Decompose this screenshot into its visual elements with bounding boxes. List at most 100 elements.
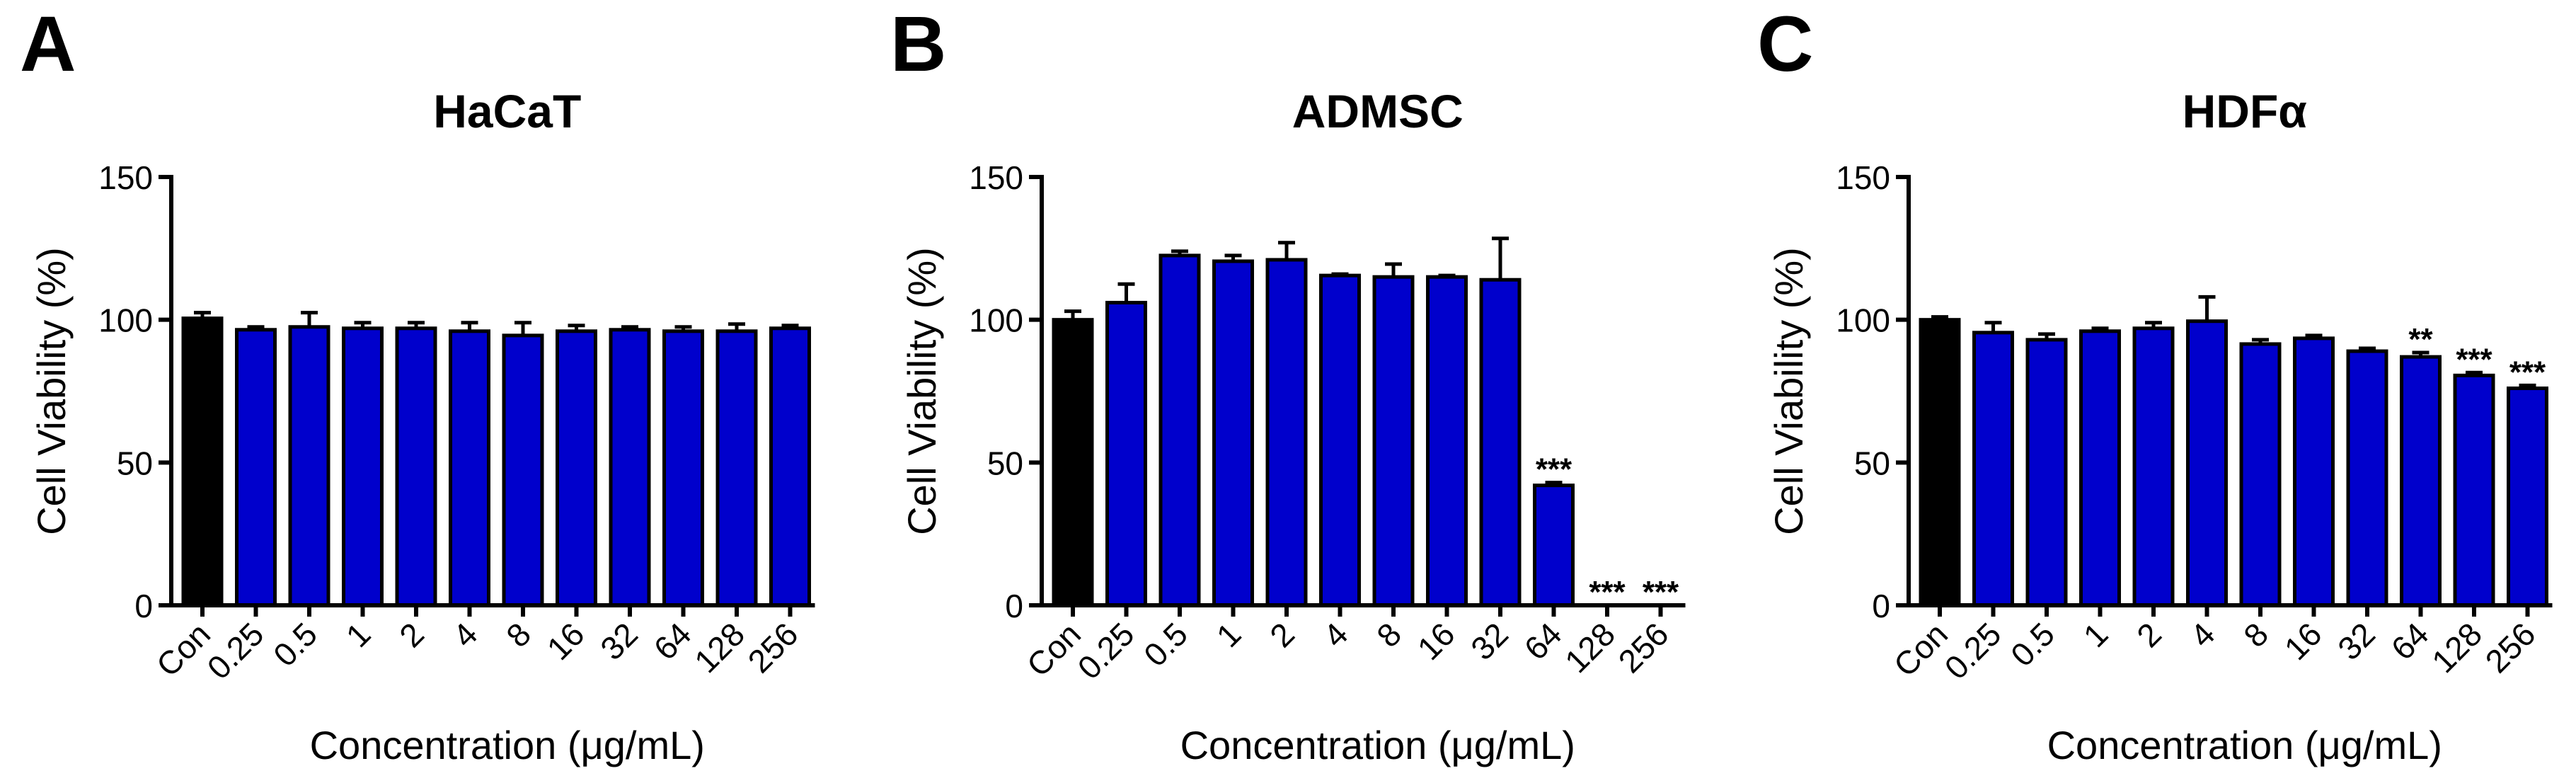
x-axis-label: Concentration (μg/mL)	[310, 723, 705, 767]
y-tick-label: 100	[98, 302, 153, 339]
x-tick-label: 1	[339, 615, 378, 654]
x-tick-label: 1	[1209, 615, 1248, 654]
significance-label: ***	[1536, 452, 1572, 487]
y-tick-label: 100	[969, 302, 1023, 339]
bar-0.5	[1158, 253, 1201, 607]
significance-label: **	[2408, 322, 2433, 357]
bar-256	[2507, 386, 2548, 607]
x-tick-label: 0.5	[2003, 615, 2062, 673]
x-tick-label: 32	[1464, 615, 1515, 667]
bar-64	[1533, 484, 1575, 607]
bar-32	[2346, 349, 2388, 607]
chart-title: ADMSC	[1292, 85, 1464, 137]
y-tick-label: 0	[1872, 588, 1890, 624]
bar-0.25	[1105, 300, 1147, 607]
bar-0.5	[288, 325, 330, 607]
x-tick-label: 64	[647, 615, 698, 667]
x-tick-label: 16	[540, 615, 592, 667]
x-tick-label: 0.25	[1070, 615, 1141, 686]
x-axis-label: Concentration (μg/mL)	[2047, 723, 2442, 767]
x-tick-label: 8	[499, 615, 538, 654]
bar-16	[1426, 275, 1468, 607]
panel-b: B ADMSC Cell Viability (%) Concentration (μ…	[890, 1, 1686, 767]
y-tick-label: 0	[1005, 588, 1023, 624]
bar-0.25	[1972, 331, 2014, 607]
bar-1	[342, 326, 384, 607]
x-tick-label: 4	[2183, 615, 2222, 654]
x-tick-label: 256	[2478, 615, 2543, 680]
bar-2	[395, 326, 437, 607]
bar-0.5	[2025, 338, 2068, 607]
x-tick-label: 128	[687, 615, 752, 680]
bar-64	[662, 329, 704, 607]
bar-16	[2293, 336, 2335, 607]
x-tick-label: 0.5	[1137, 615, 1195, 673]
bar-32	[1479, 278, 1522, 607]
x-tick-label: 32	[593, 615, 645, 667]
x-tick-label: Con	[1020, 615, 1088, 683]
x-axis-label: Concentration (μg/mL)	[1180, 723, 1575, 767]
y-tick-label: 100	[1836, 302, 1890, 339]
panel-letter: C	[1757, 1, 1813, 88]
bar-256	[769, 326, 811, 607]
x-tick-label: 16	[2277, 615, 2329, 667]
panel-letter: A	[20, 1, 76, 88]
y-axis-label: Cell Viability (%)	[1766, 247, 1811, 535]
bar-1	[1212, 259, 1254, 607]
x-tick-label: 64	[1517, 615, 1569, 667]
x-tick-label: 256	[1611, 615, 1676, 680]
x-tick-label: Con	[1887, 615, 1955, 683]
x-tick-label: 0.25	[200, 615, 270, 686]
y-axis-label: Cell Viability (%)	[29, 247, 74, 535]
bar-128	[2453, 373, 2495, 607]
panel-c: C HDFα Cell Viability (%) Concentration (μg…	[1757, 1, 2553, 767]
bar-Con	[181, 316, 224, 607]
x-tick-label: 2	[1263, 615, 1301, 654]
x-tick-label: 0.5	[266, 615, 324, 673]
x-tick-label: Con	[149, 615, 217, 683]
bar-0.25	[235, 328, 277, 607]
x-tick-label: 8	[1369, 615, 1408, 654]
y-tick-label: 50	[1854, 445, 1890, 481]
x-tick-label: 4	[446, 615, 485, 654]
bar-2	[2132, 326, 2175, 607]
y-tick-label: 50	[117, 445, 153, 481]
x-tick-label: 256	[741, 615, 805, 680]
chart-title: HaCaT	[433, 85, 581, 137]
x-tick-label: 0.25	[1937, 615, 2008, 686]
chart-title: HDFα	[2183, 85, 2307, 137]
bar-4	[2186, 319, 2228, 607]
bar-128	[715, 329, 758, 607]
x-tick-label: 128	[2425, 615, 2489, 680]
x-tick-label: 2	[392, 615, 431, 654]
y-tick-label: 150	[1836, 159, 1890, 196]
x-tick-label: 16	[1410, 615, 1462, 667]
bar-Con	[1919, 318, 1961, 607]
x-tick-label: 8	[2236, 615, 2275, 654]
bar-8	[2239, 342, 2282, 607]
significance-label: ***	[2456, 342, 2492, 377]
y-tick-label: 150	[98, 159, 153, 196]
y-tick-label: 50	[987, 445, 1023, 481]
bar-64	[2400, 355, 2442, 607]
bar-4	[449, 329, 490, 607]
bar-8	[502, 333, 544, 607]
bar-16	[556, 329, 597, 607]
bar-4	[1319, 273, 1361, 607]
x-tick-label: 128	[1558, 615, 1622, 680]
x-tick-label: 1	[2076, 615, 2115, 654]
x-tick-label: 64	[2384, 615, 2436, 667]
bar-Con	[1052, 318, 1094, 607]
panel-a: A HaCaT Cell Viability (%) Concentration (μ…	[20, 1, 815, 767]
bar-1	[2079, 329, 2121, 607]
y-tick-label: 0	[134, 588, 153, 624]
y-tick-label: 150	[969, 159, 1023, 196]
y-axis-label: Cell Viability (%)	[899, 247, 944, 535]
panel-letter: B	[890, 1, 946, 88]
x-tick-label: 32	[2330, 615, 2382, 667]
x-tick-label: 4	[1316, 615, 1355, 654]
significance-label: ***	[2509, 355, 2546, 389]
bar-2	[1265, 258, 1308, 607]
x-tick-label: 2	[2129, 615, 2168, 654]
